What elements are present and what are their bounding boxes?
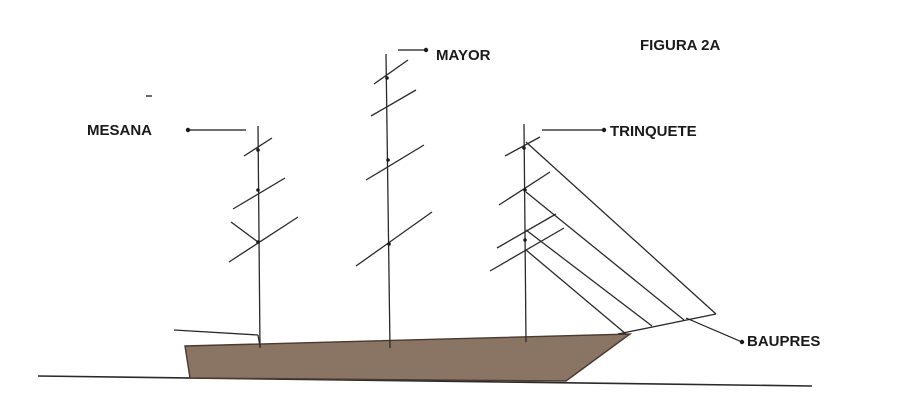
label-trinquete: TRINQUETE bbox=[610, 123, 697, 140]
label-mayor: MAYOR bbox=[436, 47, 491, 64]
label-mesana: MESANA bbox=[87, 122, 152, 139]
headsails bbox=[525, 141, 717, 335]
label-baupres: BAUPRES bbox=[747, 333, 820, 350]
mast-trinquete bbox=[489, 123, 565, 343]
figure-title: FIGURA 2A bbox=[640, 37, 720, 54]
bowsprit bbox=[617, 313, 717, 335]
water-line bbox=[37, 375, 813, 387]
ship-hull bbox=[184, 333, 633, 382]
stern-rail bbox=[173, 329, 259, 336]
label-leaders bbox=[185, 47, 745, 345]
mast-mesana bbox=[228, 125, 299, 349]
mast-mayor bbox=[355, 53, 433, 349]
